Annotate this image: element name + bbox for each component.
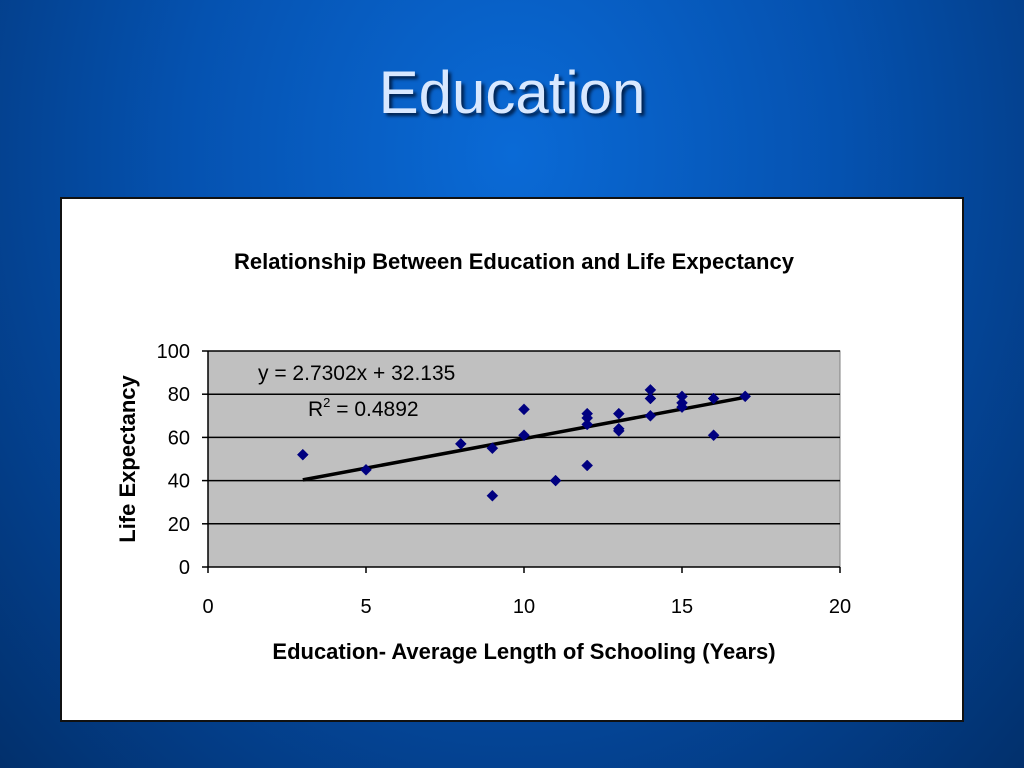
data-point: [707, 392, 720, 405]
y-tick-label: 20: [168, 514, 190, 536]
x-tick-label: 20: [829, 596, 851, 618]
chart-title: Relationship Between Education and Life …: [234, 249, 795, 274]
data-point: [612, 425, 625, 437]
data-point: [739, 390, 752, 403]
trendline-equation: y = 2.7302x + 32.135: [258, 362, 455, 385]
data-point: [581, 418, 594, 431]
r-squared-label: R2 = 0.4892: [308, 395, 419, 421]
data-point: [581, 459, 594, 472]
data-point: [644, 392, 657, 405]
x-tick-label: 10: [513, 596, 535, 618]
data-point: [454, 438, 467, 450]
data-point: [486, 489, 499, 502]
slide-title: Education: [378, 59, 646, 126]
chart-frame: Relationship Between Education and Life …: [60, 197, 964, 722]
data-point: [549, 474, 562, 487]
scatter-chart: Relationship Between Education and Life …: [115, 249, 851, 664]
x-axis-label: Education- Average Length of Schooling (…: [272, 639, 775, 664]
y-tick-label: 100: [157, 341, 190, 363]
data-point: [360, 463, 372, 476]
data-point: [707, 429, 720, 442]
y-tick-label: 80: [168, 384, 190, 406]
x-tick-label: 0: [202, 596, 213, 618]
y-axis-label: Life Expectancy: [115, 374, 140, 542]
y-tick-label: 40: [168, 471, 190, 493]
data-point: [612, 407, 625, 420]
y-tick-label: 60: [168, 427, 190, 449]
x-axis-ticks: 0 5 10 15 20: [202, 567, 851, 618]
gridlines: [208, 350, 840, 525]
x-tick-label: 5: [360, 596, 371, 618]
y-axis-ticks: 0 20 40 60 80 100: [157, 341, 208, 579]
plot-area: [207, 350, 841, 568]
data-point: [518, 403, 530, 416]
y-tick-label: 0: [179, 557, 190, 579]
data-point: [676, 401, 688, 414]
data-points: [296, 384, 752, 502]
data-point: [296, 448, 309, 461]
x-tick-label: 15: [671, 596, 693, 618]
data-point: [486, 442, 499, 455]
data-point: [644, 409, 657, 422]
data-point: [518, 429, 530, 442]
